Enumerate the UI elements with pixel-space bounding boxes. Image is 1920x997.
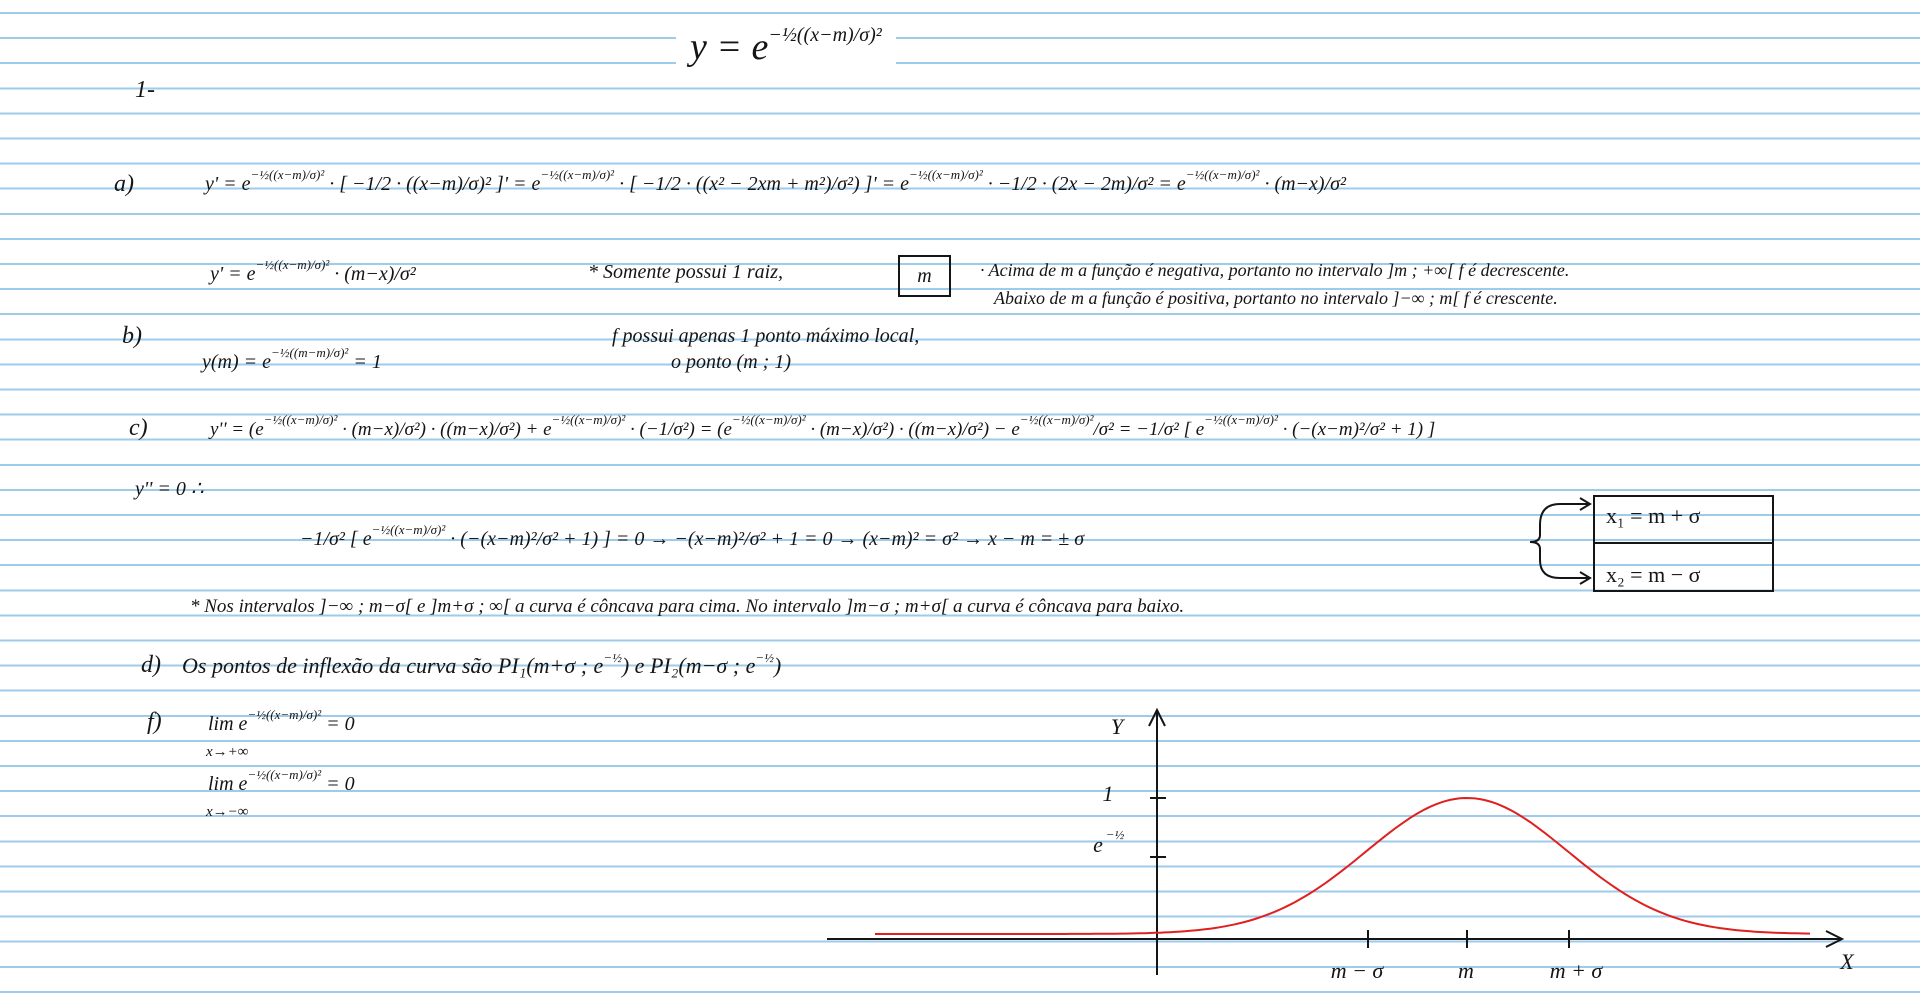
- item-label: b): [122, 323, 142, 349]
- decreasing-note: · Acima de m a função é negativa, portan…: [980, 260, 1570, 280]
- exponent: −½: [603, 650, 622, 665]
- formula-exponent: −½((x−m)/σ)²: [768, 24, 882, 46]
- exponent: −½((x−m)/σ)²: [1185, 167, 1260, 182]
- math-text: · [ −1/2 · ((x−m)/σ)² ]' = e: [324, 173, 541, 195]
- item-label: d): [141, 652, 161, 678]
- limit-plus: lim e−½((x−m)/σ)² = 0: [208, 707, 355, 740]
- formula-base: y = e: [690, 26, 769, 68]
- concavity-note: * Nos intervalos ]−∞ ; m−σ[ e ]m+σ ; ∞[ …: [190, 596, 1185, 617]
- brace: [1529, 503, 1561, 579]
- exponent: −½((x−m)/σ)²: [1019, 412, 1094, 427]
- y-arrow: [1148, 707, 1166, 727]
- x-label-right: m + σ: [1550, 958, 1604, 983]
- math-text: Os pontos de inflexão da curva são PI₁(m…: [182, 653, 604, 678]
- maximum-point: o ponto (m ; 1): [671, 351, 791, 373]
- graph-axes: [827, 707, 1845, 975]
- derivative-result: y' = e−½((x−m)/σ)² · (m−x)/σ²: [210, 257, 416, 290]
- main-formula: y = e−½((x−m)/σ)²: [676, 18, 896, 82]
- roots-brace: [1529, 495, 1774, 592]
- exponent: −½((x−m)/σ)²: [1204, 412, 1278, 427]
- arrow: [1560, 497, 1592, 511]
- bell-curve: [875, 796, 1811, 935]
- y-label-inflection-exp: −½: [1106, 827, 1125, 842]
- math-text: lim e: [208, 713, 248, 735]
- question-number: 1-: [135, 77, 155, 103]
- x-label-left: m − σ: [1331, 958, 1385, 983]
- exponent: −½: [755, 650, 774, 665]
- math-text: y'' = (e: [210, 419, 264, 440]
- solve-line: −1/σ² [ e−½((x−m)/σ)² · (−(x−m)²/σ² + 1)…: [300, 522, 1085, 555]
- root-2: x₂ = m − σ: [1606, 562, 1701, 587]
- math-text: lim e: [208, 773, 248, 795]
- exponent: −½((x−m)/σ)²: [263, 412, 338, 427]
- exponent: −½((x−m)/σ)²: [371, 522, 446, 537]
- x-axis-label: X: [1839, 949, 1855, 974]
- item-label: f): [147, 709, 162, 735]
- exponent: −½((x−m)/σ)²: [731, 412, 806, 427]
- y-axis-label: Y: [1111, 714, 1126, 739]
- x-label-mid: m: [1458, 958, 1474, 983]
- math-text: ) e PI₂(m−σ ; e: [621, 653, 756, 678]
- increasing-note: Abaixo de m a função é positiva, portant…: [994, 288, 1558, 308]
- math-text: /σ² = −1/σ² [ e: [1093, 419, 1205, 440]
- x-arrow: [1825, 930, 1845, 948]
- math-text: · (m−x)/σ²) · ((m−x)/σ²) − e: [805, 419, 1020, 440]
- exponent: −½((x−m)/σ)²: [247, 767, 322, 782]
- maximum-value: y(m) = e−½((m−m)/σ)² = 1: [202, 345, 382, 378]
- math-text: −1/σ² [ e: [300, 528, 372, 550]
- math-text: · (m−x)/σ²: [329, 263, 416, 285]
- y-label-inflection: e: [1093, 832, 1103, 857]
- math-text: · (−(x−m)²/σ² + 1) ]: [1277, 419, 1436, 440]
- math-text: = 0: [321, 773, 355, 795]
- exponent: −½((x−m)/σ)²: [250, 167, 325, 182]
- maximum-note: f possui apenas 1 ponto máximo local,: [612, 325, 920, 347]
- y-label-one: 1: [1103, 781, 1114, 806]
- derivative-line: y' = e−½((x−m)/σ)² · [ −1/2 · ((x−m)/σ)²…: [205, 167, 1346, 200]
- math-text: · −1/2 · (2x − 2m)/σ² = e: [982, 173, 1186, 195]
- root-1: x₁ = m + σ: [1606, 503, 1701, 528]
- limit-minus-sub: x→−∞: [206, 804, 249, 820]
- exponent: −½((x−m)/σ)²: [255, 257, 330, 272]
- exponent: −½((x−m)/σ)²: [247, 707, 322, 722]
- math-text: ): [773, 653, 782, 678]
- math-text: y' = e: [210, 263, 256, 285]
- math-text: · (m−x)/σ²) · ((m−x)/σ²) + e: [337, 419, 552, 440]
- math-text: · [ −1/2 · ((x² − 2xm + m²)/σ²) ]' = e: [614, 173, 910, 195]
- math-text: y' = e: [205, 173, 251, 195]
- math-text: = 0: [321, 713, 355, 735]
- exponent: −½((x−m)/σ)²: [551, 412, 626, 427]
- limit-minus: lim e−½((x−m)/σ)² = 0: [208, 767, 355, 800]
- limit-plus-sub: x→+∞: [206, 744, 249, 760]
- math-text: = 1: [348, 351, 382, 373]
- math-text: · (−1/σ²) = (e: [625, 419, 732, 440]
- arrow: [1560, 571, 1592, 585]
- math-text: · (−(x−m)²/σ² + 1) ] = 0 → −(x−m)²/σ² + …: [445, 528, 1085, 550]
- root-note: * Somente possui 1 raiz,: [588, 261, 783, 283]
- item-label: a): [114, 171, 134, 197]
- math-text: y(m) = e: [202, 351, 272, 373]
- zero-condition: y'' = 0 ∴: [135, 478, 204, 500]
- root-box: m: [898, 255, 951, 297]
- exponent: −½((x−m)/σ)²: [909, 167, 983, 182]
- exponent: −½((x−m)/σ)²: [540, 167, 615, 182]
- exponent: −½((m−m)/σ)²: [271, 345, 349, 360]
- math-text: · (m−x)/σ²: [1259, 173, 1346, 195]
- inflection-points: Os pontos de inflexão da curva são PI₁(m…: [182, 650, 782, 683]
- second-derivative: y'' = (e−½((x−m)/σ)² · (m−x)/σ²) · ((m−x…: [210, 412, 1436, 445]
- item-label: c): [129, 415, 148, 441]
